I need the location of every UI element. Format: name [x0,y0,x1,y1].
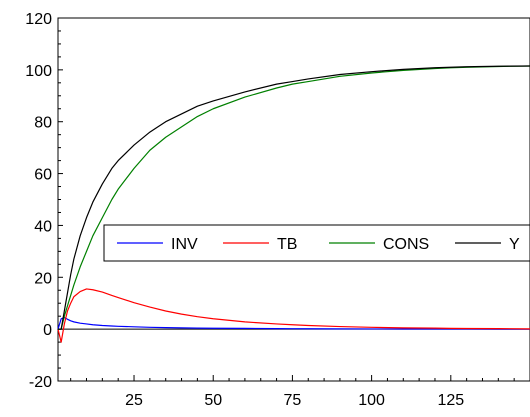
x-tick-label: 125 [437,392,464,409]
y-tick-label: 80 [34,115,52,132]
series-line-inv [57,316,530,330]
y-tick-label: 20 [34,270,52,287]
x-tick-label: 25 [125,392,143,409]
series-layer [57,65,530,343]
legend-label-cons: CONS [383,236,429,253]
x-axis: 25 50 75 100 125 [70,375,515,409]
x-tick-label: 75 [284,392,302,409]
y-tick-label: 0 [43,322,52,339]
y-tick-label: 40 [34,218,52,235]
x-tick-label: 100 [358,392,385,409]
legend-label-y: Y [509,236,520,253]
y-axis: -20 0 20 40 60 80 100 120 [25,11,63,391]
y-tick-label: 60 [34,167,52,184]
legend-label-inv: INV [171,236,198,253]
y-tick-label: -20 [29,374,52,391]
y-tick-label: 100 [25,63,52,80]
x-tick-label: 50 [204,392,222,409]
legend: INV TB CONS Y [103,224,530,262]
series-line-y [57,65,530,330]
y-tick-label: 120 [25,11,52,28]
legend-label-tb: TB [277,236,297,253]
series-line-cons [57,65,530,330]
series-line-tb [57,288,530,343]
